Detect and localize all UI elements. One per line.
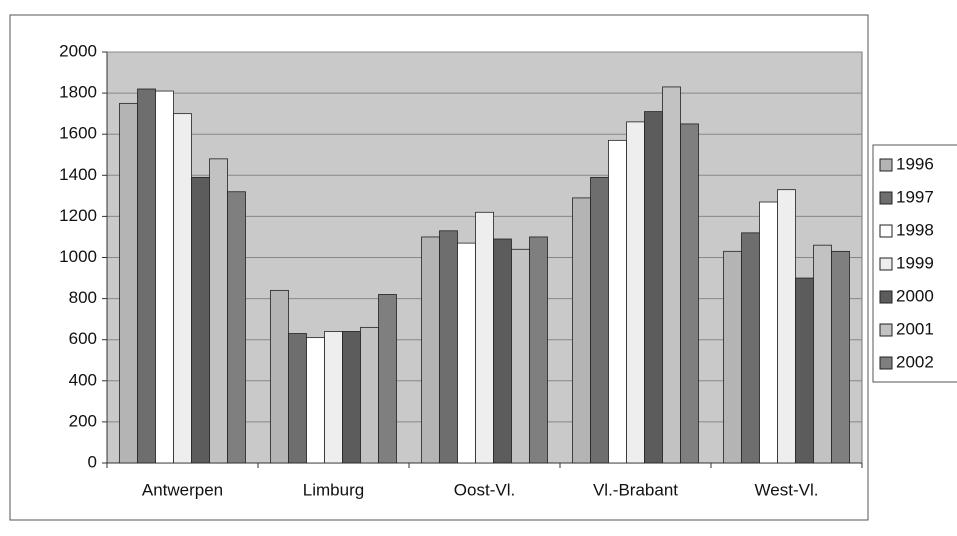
legend-label: 2000	[896, 286, 934, 305]
y-tick-label: 200	[69, 411, 97, 430]
legend-swatch	[879, 290, 893, 304]
legend-swatch	[879, 323, 893, 337]
legend-swatch	[879, 224, 893, 238]
legend-label: 1998	[896, 220, 934, 239]
bar	[723, 250, 742, 464]
bar	[173, 113, 192, 464]
bar	[209, 158, 228, 464]
bar	[511, 248, 530, 464]
bar	[590, 176, 609, 464]
bar	[831, 250, 850, 464]
legend-label: 1999	[896, 253, 934, 272]
bar	[270, 289, 289, 464]
legend-label: 2002	[896, 352, 934, 371]
bar	[342, 331, 361, 464]
bar	[493, 238, 512, 464]
bar	[813, 244, 832, 464]
y-tick-label: 1000	[59, 247, 97, 266]
x-tick-label: West-Vl.	[755, 480, 819, 499]
bar	[288, 333, 307, 464]
x-tick-label: Antwerpen	[142, 480, 223, 499]
legend-label: 2001	[896, 319, 934, 338]
y-tick-label: 0	[88, 452, 97, 471]
x-tick-label: Oost-Vl.	[454, 480, 515, 499]
bar	[626, 121, 645, 464]
bar	[439, 230, 458, 464]
legend-label: 1997	[896, 187, 934, 206]
bar	[137, 88, 156, 464]
bar	[227, 191, 246, 464]
y-tick-label: 1400	[59, 165, 97, 184]
y-tick-label: 400	[69, 370, 97, 389]
bar	[644, 111, 663, 464]
x-tick-label: Vl.-Brabant	[593, 480, 678, 499]
bar	[759, 201, 778, 464]
legend-swatch	[879, 191, 893, 205]
bar	[608, 139, 627, 464]
bar	[662, 86, 681, 464]
y-tick-label: 2000	[59, 41, 97, 60]
bar	[680, 123, 699, 464]
y-tick-label: 600	[69, 329, 97, 348]
bar	[457, 242, 476, 464]
bar	[475, 211, 494, 464]
y-tick-label: 800	[69, 288, 97, 307]
legend-swatch	[879, 356, 893, 370]
bar	[324, 331, 343, 464]
y-tick-label: 1600	[59, 124, 97, 143]
bar	[191, 176, 210, 464]
bar	[306, 337, 325, 464]
legend-swatch	[879, 257, 893, 271]
y-tick-label: 1800	[59, 83, 97, 102]
bar	[378, 294, 397, 464]
bar	[119, 102, 138, 464]
bar	[741, 232, 760, 464]
bar	[360, 326, 379, 464]
x-tick-label: Limburg	[303, 480, 364, 499]
y-tick-label: 1200	[59, 206, 97, 225]
legend-swatch	[879, 158, 893, 172]
bar	[572, 197, 591, 464]
legend-label: 1996	[896, 154, 934, 173]
bar	[421, 236, 440, 464]
bar	[777, 189, 796, 464]
bar	[529, 236, 548, 464]
bar	[155, 90, 174, 464]
bar	[795, 277, 814, 464]
